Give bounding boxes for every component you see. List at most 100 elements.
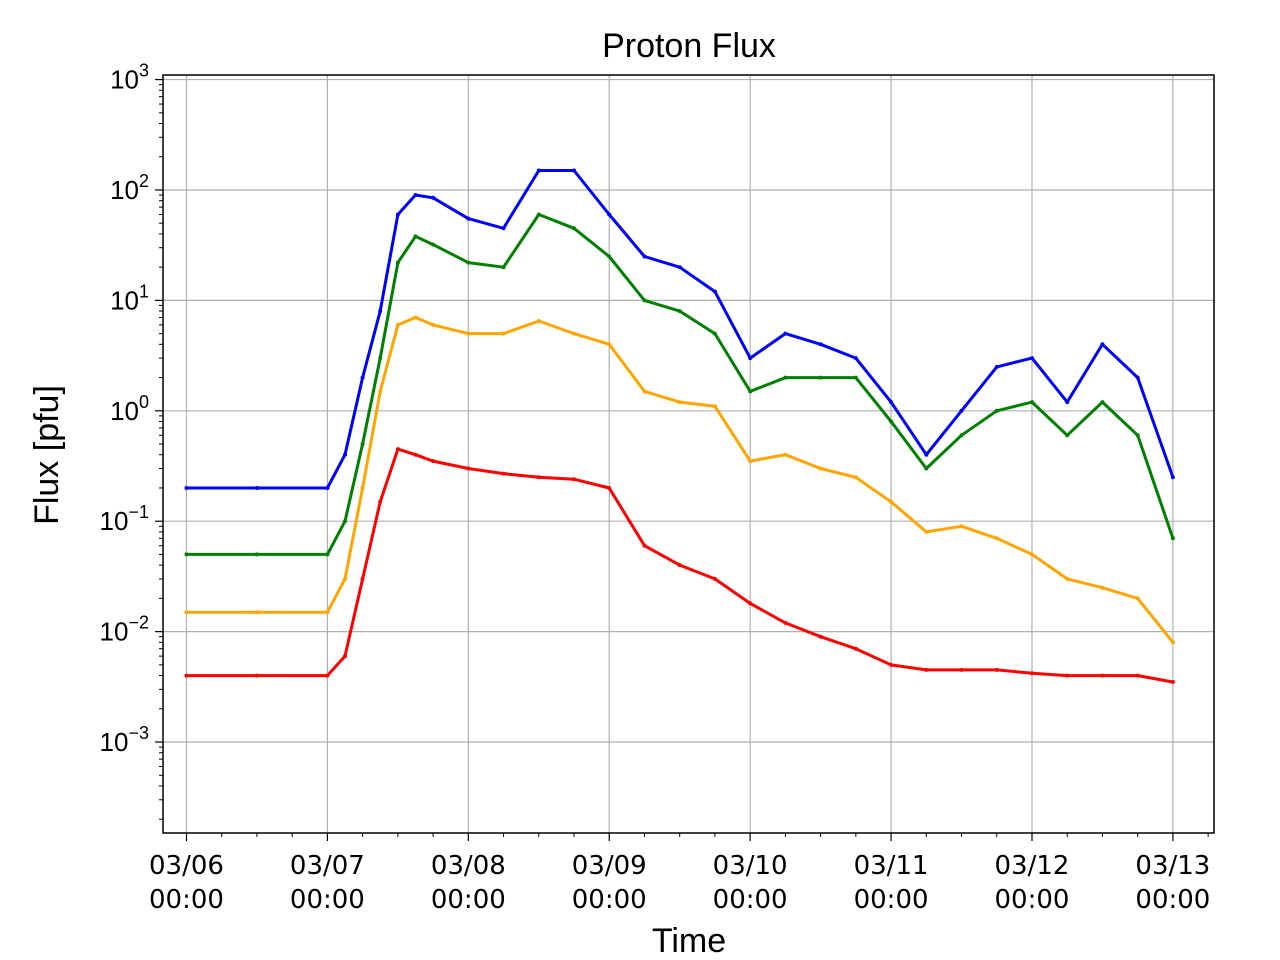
y-tick-base: 10	[100, 506, 129, 536]
y-tick-exponent: −1	[128, 502, 149, 522]
x-tick-label: 00:00	[572, 885, 647, 915]
series-point-1	[413, 234, 418, 239]
series-point-3	[1135, 673, 1140, 678]
series-point-1	[959, 433, 964, 438]
series-point-0	[360, 375, 365, 380]
series-point-1	[360, 442, 365, 446]
series-point-1	[994, 408, 999, 413]
x-tick-label: 03/13	[1135, 851, 1210, 881]
series-point-3	[431, 459, 436, 464]
x-tick-label: 00:00	[431, 885, 506, 915]
series-point-3	[378, 499, 383, 504]
series-point-3	[184, 673, 189, 678]
grid	[163, 75, 1214, 833]
series-point-2	[1065, 576, 1070, 581]
series-point-0	[959, 408, 964, 413]
series-point-0	[1100, 342, 1105, 347]
y-tick-exponent: −2	[128, 613, 149, 633]
series-point-2	[378, 389, 383, 394]
series-point-0	[889, 400, 894, 405]
series-point-1	[254, 552, 259, 557]
series-point-3	[413, 452, 418, 457]
y-tick-label: 10−1	[100, 502, 149, 536]
series-point-2	[466, 331, 471, 336]
series-point-1	[853, 375, 858, 380]
series-point-2	[748, 459, 753, 464]
series-point-0	[466, 216, 471, 221]
series-point-3	[994, 667, 999, 672]
series-point-1	[536, 212, 541, 217]
series-point-3	[1170, 680, 1175, 684]
series-point-1	[924, 466, 929, 471]
x-tick-label: 03/07	[290, 851, 365, 881]
x-tick-label: 00:00	[995, 885, 1070, 915]
series-point-3	[642, 543, 647, 548]
series-point-2	[1135, 596, 1140, 601]
series-point-3	[783, 620, 788, 625]
x-tick-label: 00:00	[149, 885, 224, 915]
series-point-1	[378, 356, 383, 361]
series-point-1	[466, 260, 471, 265]
series-point-2	[642, 389, 647, 394]
series-point-2	[994, 536, 999, 541]
series-point-3	[536, 475, 541, 480]
series-point-0	[607, 212, 612, 217]
series-point-1	[783, 375, 788, 380]
y-tick-base: 10	[110, 175, 139, 205]
series-point-3	[1030, 671, 1034, 676]
series-point-0	[395, 212, 400, 217]
y-tick-exponent: 3	[139, 61, 149, 81]
x-axis-label: Time	[652, 922, 726, 960]
series-group	[184, 168, 1175, 684]
x-tick-label: 00:00	[290, 885, 365, 915]
y-tick-base: 10	[100, 617, 129, 647]
y-tick-label: 103	[110, 61, 149, 95]
x-tick-label: 03/06	[149, 851, 224, 881]
series-line-2	[186, 316, 1175, 644]
series-point-0	[254, 486, 259, 490]
series-point-1	[572, 226, 576, 231]
series-point-2	[395, 322, 400, 327]
series-line-0	[186, 169, 1175, 490]
series-point-2	[818, 466, 823, 471]
series-point-1	[395, 260, 400, 265]
series-point-1	[1065, 433, 1070, 438]
series-point-0	[536, 168, 541, 173]
series-point-0	[924, 452, 929, 457]
series-point-1	[748, 389, 753, 394]
series-point-0	[413, 193, 418, 197]
series-point-0	[343, 452, 347, 457]
series-point-2	[959, 524, 964, 529]
y-tick-label: 102	[110, 171, 149, 205]
series-point-3	[748, 601, 753, 606]
series-point-2	[712, 404, 717, 409]
series-point-0	[818, 342, 823, 347]
series-point-1	[712, 331, 717, 336]
y-tick-exponent: 1	[139, 281, 149, 301]
series-point-0	[325, 486, 330, 490]
series-point-3	[924, 667, 929, 672]
series-point-0	[748, 356, 753, 361]
series-point-1	[325, 552, 330, 557]
series-point-3	[853, 646, 858, 651]
series-point-0	[677, 265, 682, 270]
ticks-group: 03/06 00:00 03/07 00:00 03/08 00:00 03/09 00:00…	[100, 61, 1211, 915]
y-tick-exponent: −3	[128, 723, 149, 743]
y-tick-label: 10−3	[100, 723, 149, 757]
series-point-2	[325, 610, 330, 615]
series-point-3	[395, 447, 400, 452]
series-point-3	[466, 466, 471, 471]
series-line-1	[186, 213, 1175, 556]
series-point-2	[360, 486, 365, 490]
series-point-1	[677, 309, 682, 314]
series-point-2	[853, 475, 858, 480]
plot-frame	[162, 74, 1215, 834]
series-point-3	[325, 673, 330, 678]
series-point-1	[1170, 536, 1175, 541]
series-point-2	[677, 400, 682, 405]
series-point-0	[642, 254, 647, 259]
x-tick-label: 03/11	[854, 851, 929, 881]
series-point-2	[1100, 585, 1105, 590]
series-point-3	[572, 477, 576, 482]
y-tick-label: 10−2	[100, 613, 149, 647]
